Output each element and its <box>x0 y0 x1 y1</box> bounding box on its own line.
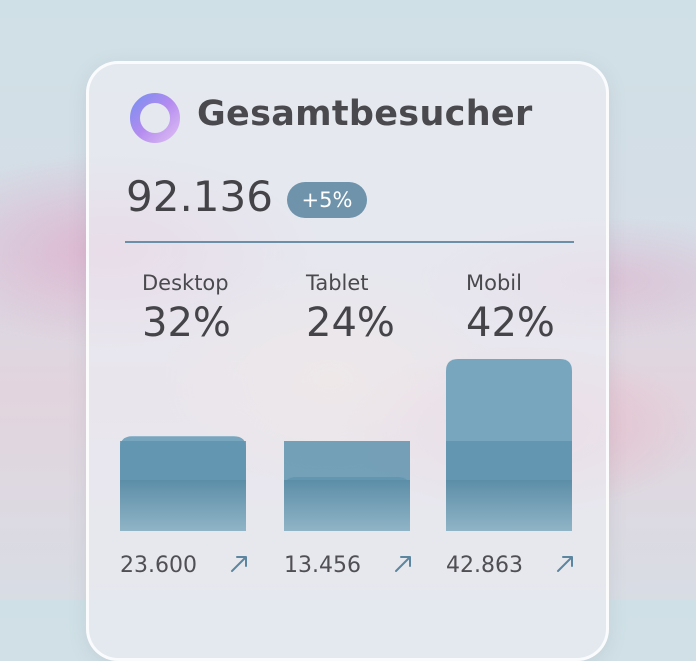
percent-label-mobil: 42% <box>466 300 555 346</box>
category-label-desktop: Desktop <box>142 271 229 295</box>
category-label-tablet: Tablet <box>305 271 369 295</box>
bar-base-tablet <box>284 480 410 531</box>
percent-label-desktop: 32% <box>142 300 231 346</box>
percent-label-tablet: 24% <box>306 300 395 346</box>
bar-band-desktop <box>120 441 246 480</box>
category-label-mobil: Mobil <box>466 271 522 295</box>
arrow-up-right-icon <box>557 556 573 572</box>
value-label-tablet: 13.456 <box>284 553 361 578</box>
ring-logo-icon <box>130 93 180 143</box>
bar-band-mobil <box>446 441 572 480</box>
bar-base-desktop <box>120 480 246 531</box>
value-label-mobil: 42.863 <box>446 553 523 578</box>
device-bar-chart: Desktop 32% 23.600 Tablet 24% 13.456 Mobil 42% 4… <box>120 271 573 578</box>
arrow-up-right-icon <box>395 556 411 572</box>
change-badge: +5% <box>287 182 367 218</box>
divider <box>125 241 574 243</box>
arrow-up-right-icon <box>231 556 247 572</box>
card-title: Gesamtbesucher <box>197 94 533 134</box>
bar-band-tablet <box>284 441 410 480</box>
bar-base-mobil <box>446 480 572 531</box>
total-visitors: 92.136 <box>126 172 273 221</box>
value-label-desktop: 23.600 <box>120 553 197 578</box>
